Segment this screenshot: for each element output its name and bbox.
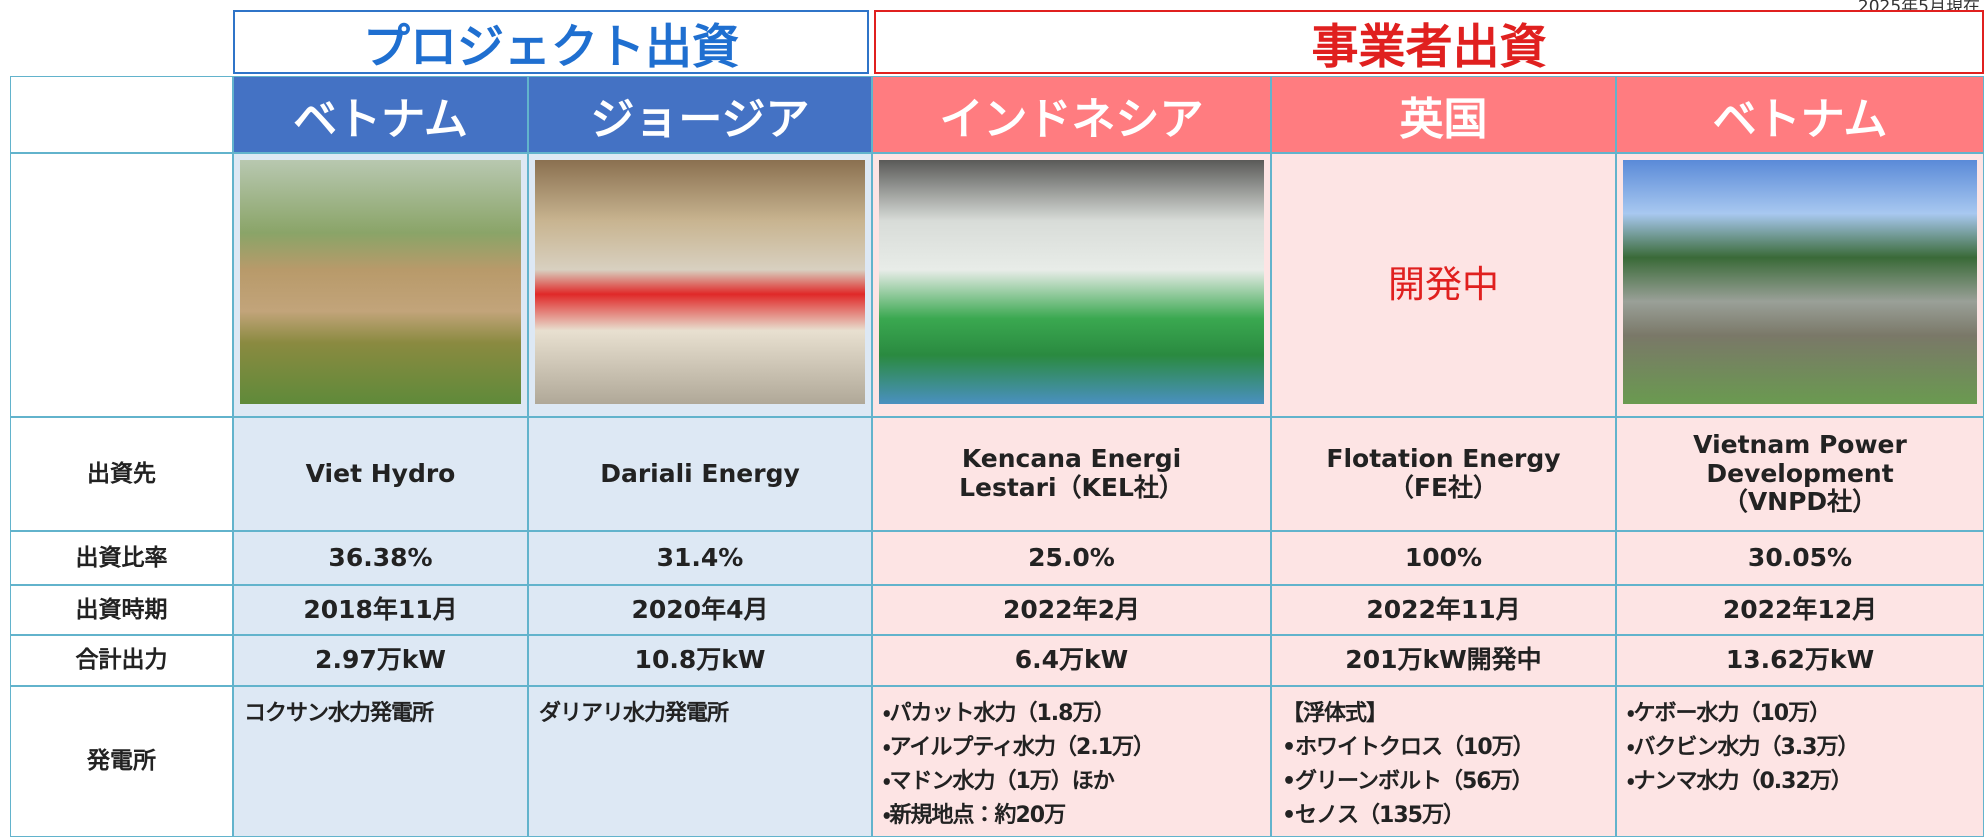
image-cell (1616, 153, 1984, 417)
country-header: インドネシア (872, 76, 1271, 153)
photo (879, 160, 1264, 404)
date-cell: 2018年11月 (233, 585, 528, 635)
investee-cell: Dariali Energy (528, 417, 872, 531)
plants-cell: ・パカット水力（1.8万）・アイルプティ水力（2.1万）・マドン水力（1万）ほか… (872, 686, 1271, 837)
image-cell: 開発中 (1271, 153, 1616, 417)
plant-item: ・マドン水力（1万）ほか (883, 765, 1114, 799)
plant-item: ・新規地点：約20万 (883, 799, 1065, 833)
date-cell: 2022年12月 (1616, 585, 1984, 635)
row-label: 発電所 (10, 686, 233, 837)
image-cell (528, 153, 872, 417)
output-cell: 2.97万kW (233, 635, 528, 686)
plant-item: •グリーンボルト（56万） (1282, 765, 1533, 799)
date-cell: 2020年4月 (528, 585, 872, 635)
plants-cell: コクサン水力発電所 (233, 686, 528, 837)
plants-cell: ダリアリ水力発電所 (528, 686, 872, 837)
investee-cell: Viet Hydro (233, 417, 528, 531)
ratio-cell: 31.4% (528, 531, 872, 585)
row-label: 出資先 (10, 417, 233, 531)
ratio-cell: 100% (1271, 531, 1616, 585)
ratio-cell: 25.0% (872, 531, 1271, 585)
photo (535, 160, 865, 404)
row-label: 出資時期 (10, 585, 233, 635)
plant-item: コクサン水力発電所 (244, 697, 433, 731)
country-header: ジョージア (528, 76, 872, 153)
country-header: ベトナム (1616, 76, 1984, 153)
row-label: 合計出力 (10, 635, 233, 686)
ratio-cell: 36.38% (233, 531, 528, 585)
group-header: 事業者出資 (874, 10, 1984, 74)
output-cell: 10.8万kW (528, 635, 872, 686)
photo (1623, 160, 1977, 404)
corner-cell (10, 153, 233, 417)
output-cell: 6.4万kW (872, 635, 1271, 686)
plant-item: ダリアリ水力発電所 (539, 697, 728, 731)
plants-cell: ・ケボー水力（10万）・バクビン水力（3.3万）・ナンマ水力（0.32万） (1616, 686, 1984, 837)
plant-item: ・ナンマ水力（0.32万） (1627, 765, 1852, 799)
plant-item: ・アイルプティ水力（2.1万） (883, 731, 1154, 765)
corner-cell (10, 76, 233, 153)
date-cell: 2022年11月 (1271, 585, 1616, 635)
row-label: 出資比率 (10, 531, 233, 585)
investee-cell: Flotation Energy （FE社） (1271, 417, 1616, 531)
photo (240, 160, 521, 404)
group-header: プロジェクト出資 (233, 10, 869, 74)
plant-item: ・パカット水力（1.8万） (883, 697, 1114, 731)
plant-item: •セノス（135万） (1282, 799, 1464, 833)
date-cell: 2022年2月 (872, 585, 1271, 635)
ratio-cell: 30.05% (1616, 531, 1984, 585)
investee-cell: Kencana Energi Lestari（KEL社） (872, 417, 1271, 531)
plant-item: 【浮体式】 (1282, 697, 1387, 731)
image-cell (233, 153, 528, 417)
investee-cell: Vietnam Power Development （VNPD社） (1616, 417, 1984, 531)
output-cell: 201万kW開発中 (1271, 635, 1616, 686)
country-header: 英国 (1271, 76, 1616, 153)
page: 2025年5月現在 プロジェクト出資事業者出資出資先出資比率出資時期合計出力発電… (0, 0, 1984, 837)
plants-cell: 【浮体式】•ホワイトクロス（10万）•グリーンボルト（56万）•セノス（135万… (1271, 686, 1616, 837)
output-cell: 13.62万kW (1616, 635, 1984, 686)
country-header: ベトナム (233, 76, 528, 153)
plant-item: ・ケボー水力（10万） (1627, 697, 1830, 731)
plant-item: ・バクビン水力（3.3万） (1627, 731, 1858, 765)
image-cell (872, 153, 1271, 417)
plant-item: •ホワイトクロス（10万） (1282, 731, 1534, 765)
